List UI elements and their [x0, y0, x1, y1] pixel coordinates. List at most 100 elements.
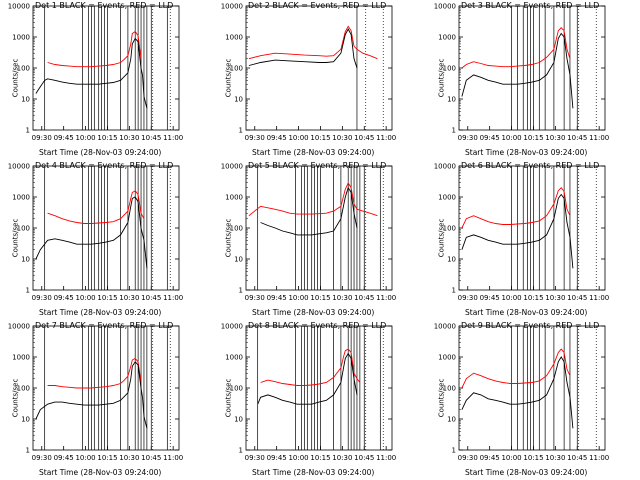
x-tick-label: 10:45 [567, 454, 587, 462]
plot-frame [245, 5, 393, 131]
x-axis-label: Start Time (28-Nov-03 09:24:00) [465, 308, 588, 317]
y-tick-label: 100 [17, 385, 30, 393]
x-tick-label: 11:00 [376, 134, 396, 142]
y-axis-label: Counts/sec [437, 378, 446, 418]
y-tick-label: 1000 [225, 34, 243, 42]
plot-frame [32, 5, 180, 131]
y-axis-label: Counts/sec [437, 58, 446, 98]
y-tick-label: 10 [234, 256, 243, 264]
y-tick-label: 1000 [12, 194, 30, 202]
x-tick-label: 10:30 [545, 294, 565, 302]
x-tick-label: 10:30 [119, 454, 139, 462]
x-tick-label: 09:45 [54, 294, 74, 302]
x-tick-label: 09:30 [458, 294, 478, 302]
lld-series-line [461, 187, 571, 229]
x-tick-label: 10:45 [141, 294, 161, 302]
x-tick-label: 10:00 [288, 134, 308, 142]
x-tick-label: 09:45 [54, 134, 74, 142]
x-tick-label: 10:15 [97, 454, 117, 462]
x-tick-label: 11:00 [376, 294, 396, 302]
events-series-line [461, 193, 574, 269]
panel-plot: 1 10 100 1000 10000 09:30 09:45 10:00 10:15 10:30… [8, 323, 184, 463]
x-tick-label: 09:30 [245, 134, 265, 142]
x-tick-label: 10:15 [97, 134, 117, 142]
lld-series-line [47, 30, 142, 68]
x-tick-label: 10:00 [501, 454, 521, 462]
y-tick-label: 1 [26, 127, 30, 135]
x-tick-label: 10:15 [523, 294, 543, 302]
lld-series-line [260, 348, 361, 386]
panel-title: Det 9 BLACK = Events, RED = LLD [461, 321, 600, 330]
x-tick-label: 11:00 [163, 134, 183, 142]
x-tick-label: 10:00 [75, 454, 95, 462]
y-axis-label: Counts/sec [11, 378, 20, 418]
y-tick-label: 10000 [8, 163, 30, 171]
x-tick-label: 11:00 [589, 454, 609, 462]
y-tick-label: 1000 [438, 354, 456, 362]
y-tick-label: 10 [21, 256, 30, 264]
y-tick-label: 10 [234, 416, 243, 424]
panel-plot: 1 10 100 1000 10000 09:30 09:45 10:00 10:15 10:30… [8, 163, 184, 303]
y-tick-label: 1000 [438, 194, 456, 202]
lld-series-line [47, 357, 142, 389]
y-tick-label: 1 [26, 287, 30, 295]
panel-title: Det 3 BLACK = Events, RED = LLD [461, 1, 600, 10]
x-tick-label: 09:30 [32, 454, 52, 462]
x-tick-label: 09:45 [480, 454, 500, 462]
y-tick-label: 10000 [434, 163, 456, 171]
x-tick-label: 10:45 [141, 134, 161, 142]
y-tick-label: 10000 [221, 323, 243, 331]
x-tick-label: 09:30 [458, 454, 478, 462]
x-tick-label: 11:00 [589, 294, 609, 302]
y-tick-label: 100 [230, 65, 243, 73]
y-tick-label: 1 [239, 127, 243, 135]
x-axis-label: Start Time (28-Nov-03 09:24:00) [465, 468, 588, 477]
x-tick-label: 10:30 [545, 454, 565, 462]
x-axis-label: Start Time (28-Nov-03 09:24:00) [252, 148, 375, 157]
x-tick-label: 10:15 [310, 294, 330, 302]
lld-series-line [248, 25, 378, 60]
panel-plot: 1 10 100 1000 10000 09:30 09:45 10:00 10:15 10:30… [8, 3, 184, 143]
y-tick-label: 10 [447, 96, 456, 104]
detector-panel: Det 3 BLACK = Events, RED = LLD 1 10 100 100… [426, 0, 639, 160]
lld-series-line [461, 348, 571, 389]
events-series-line [35, 196, 148, 269]
x-tick-label: 09:30 [458, 134, 478, 142]
y-tick-label: 10 [21, 96, 30, 104]
x-tick-label: 09:30 [32, 134, 52, 142]
x-tick-label: 10:45 [567, 294, 587, 302]
y-tick-label: 100 [443, 225, 456, 233]
lld-series-line [461, 27, 571, 69]
y-tick-label: 10000 [221, 3, 243, 11]
y-tick-label: 10 [234, 96, 243, 104]
events-series-line [461, 32, 574, 109]
panel-plot: 1 10 100 1000 10000 09:30 09:45 10:00 10:15 10:30… [434, 3, 610, 143]
y-tick-label: 10000 [8, 323, 30, 331]
y-tick-label: 10000 [434, 3, 456, 11]
x-tick-label: 10:15 [310, 454, 330, 462]
detector-panel: Det 4 BLACK = Events, RED = LLD 1 10 100 100… [0, 160, 213, 320]
y-tick-label: 1 [452, 287, 456, 295]
panel-title: Det 6 BLACK = Events, RED = LLD [461, 161, 600, 170]
x-tick-label: 09:30 [245, 294, 265, 302]
events-series-line [248, 28, 358, 69]
plot-frame [32, 165, 180, 291]
y-axis-label: Counts/sec [437, 218, 446, 258]
y-tick-label: 10 [447, 416, 456, 424]
x-tick-label: 10:00 [501, 134, 521, 142]
y-tick-label: 1000 [12, 354, 30, 362]
x-tick-label: 10:00 [288, 454, 308, 462]
y-tick-label: 1 [239, 447, 243, 455]
y-tick-label: 10000 [221, 163, 243, 171]
y-tick-label: 1000 [225, 354, 243, 362]
x-tick-label: 10:15 [523, 454, 543, 462]
x-tick-label: 10:00 [501, 294, 521, 302]
x-tick-label: 10:30 [332, 294, 352, 302]
x-tick-label: 10:45 [354, 454, 374, 462]
panel-plot: 1 10 100 1000 10000 09:30 09:45 10:00 10:15 10:30… [221, 163, 397, 303]
y-tick-label: 100 [17, 65, 30, 73]
x-axis-label: Start Time (28-Nov-03 09:24:00) [252, 468, 375, 477]
x-tick-label: 10:00 [75, 134, 95, 142]
x-axis-label: Start Time (28-Nov-03 09:24:00) [39, 468, 162, 477]
x-tick-label: 10:45 [141, 454, 161, 462]
